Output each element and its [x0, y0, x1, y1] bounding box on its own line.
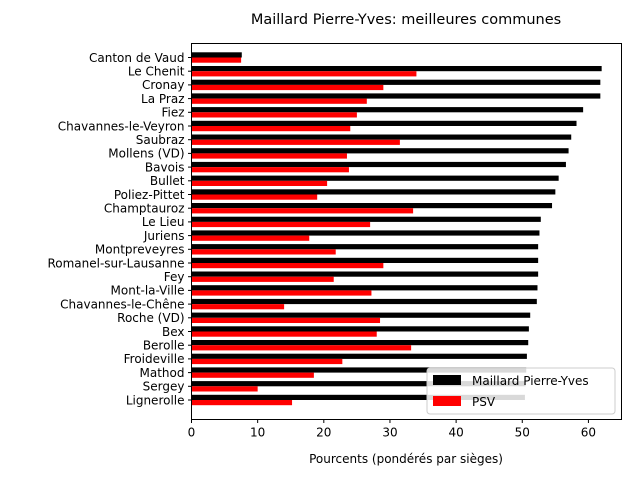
y-tick-label-berolle: Berolle — [143, 339, 185, 353]
x-tick-label-50: 50 — [515, 426, 530, 440]
legend-label-psv: PSV — [472, 395, 496, 409]
y-tick-label-la-praz: La Praz — [141, 92, 184, 106]
bar-psv-bex — [191, 331, 377, 337]
bar-maillard-pierre-yves-juriens — [191, 230, 540, 236]
y-tick-label-montpreveyres: Montpreveyres — [95, 243, 185, 257]
bar-psv-cronay — [191, 84, 384, 91]
y-tick-label-bex: Bex — [162, 325, 185, 339]
plot-frame — [191, 43, 622, 420]
y-tick-label-mathod: Mathod — [140, 366, 185, 380]
y-tick-label-juriens: Juriens — [143, 229, 185, 243]
bar-psv-fey — [191, 276, 334, 282]
y-tick-label-poliez-pittet: Poliez-Pittet — [114, 188, 185, 202]
legend-swatch-psv — [433, 396, 461, 406]
bar-psv-mollens-vd — [191, 153, 347, 159]
x-tick-label-30: 30 — [382, 426, 397, 440]
bar-psv-mont-la-ville — [191, 290, 372, 296]
legend-box — [426, 367, 616, 415]
bar-maillard-pierre-yves-cronay — [191, 79, 601, 85]
legend-swatch-maillard — [433, 375, 461, 385]
y-tick-label-chavannes-le-veyron: Chavannes-le-Veyron — [58, 119, 185, 133]
x-tick-label-60: 60 — [581, 426, 596, 440]
bar-maillard-pierre-yves-fiez — [191, 107, 584, 113]
bar-psv-chavannes-le-chene — [191, 304, 285, 310]
bar-maillard-pierre-yves-bullet — [191, 175, 559, 181]
y-tick-label-fiez: Fiez — [161, 106, 184, 120]
bar-psv-saubraz — [191, 139, 400, 145]
bar-maillard-pierre-yves-chavannes-le-chene — [191, 298, 537, 305]
x-tick-label-10: 10 — [250, 426, 265, 440]
bar-psv-poliez-pittet — [191, 194, 318, 200]
bar-maillard-pierre-yves-poliez-pittet — [191, 189, 556, 195]
bar-maillard-pierre-yves-sergey — [191, 381, 526, 387]
legend-label-maillard: Maillard Pierre-Yves — [472, 374, 589, 388]
bar-maillard-pierre-yves-montpreveyres — [191, 244, 539, 250]
bar-maillard-pierre-yves-froideville — [191, 353, 527, 359]
y-tick-label-sergey: Sergey — [143, 380, 185, 394]
bar-maillard-pierre-yves-chavannes-le-veyron — [191, 120, 577, 126]
y-tick-label-fey: Fey — [164, 270, 185, 284]
bar-psv-romanel-sur-lausanne — [191, 263, 384, 269]
x-tick-label-0: 0 — [188, 426, 196, 440]
bar-psv-roche-vd — [191, 317, 381, 323]
bar-psv-bavois — [191, 167, 349, 173]
bar-psv-canton-de-vaud — [191, 57, 242, 63]
chart-title: Maillard Pierre-Yves: meilleures commune… — [251, 12, 561, 28]
bar-psv-juriens — [191, 235, 310, 241]
y-tick-label-chavannes-le-chene: Chavannes-le-Chêne — [60, 297, 184, 311]
bar-maillard-pierre-yves-fey — [191, 271, 539, 277]
bar-maillard-pierre-yves-canton-de-vaud — [191, 52, 242, 58]
y-tick-label-mont-la-ville: Mont-la-Ville — [111, 284, 185, 298]
bar-psv-le-chenit — [191, 71, 417, 77]
y-tick-label-saubraz: Saubraz — [136, 133, 185, 147]
bar-maillard-pierre-yves-bavois — [191, 161, 566, 168]
bar-psv-fiez — [191, 112, 357, 118]
bar-maillard-pierre-yves-champtauroz — [191, 203, 553, 209]
bar-psv-lignerolle — [191, 400, 293, 406]
bar-maillard-pierre-yves-romanel-sur-lausanne — [191, 257, 539, 263]
y-tick-label-lignerolle: Lignerolle — [126, 393, 185, 407]
y-tick-label-romanel-sur-lausanne: Romanel-sur-Lausanne — [47, 256, 184, 270]
x-tick-label-40: 40 — [448, 426, 463, 440]
x-axis-title: Pourcents (pondérés par sièges) — [309, 452, 503, 466]
bar-maillard-pierre-yves-le-chenit — [191, 66, 602, 72]
bar-psv-froideville — [191, 358, 343, 365]
bar-maillard-pierre-yves-mont-la-ville — [191, 285, 538, 291]
bar-maillard-pierre-yves-le-lieu — [191, 216, 541, 222]
y-tick-label-le-chenit: Le Chenit — [128, 65, 185, 79]
x-tick-label-20: 20 — [316, 426, 331, 440]
bar-psv-montpreveyres — [191, 249, 336, 255]
bar-psv-sergey — [191, 386, 258, 392]
y-tick-label-cronay: Cronay — [142, 78, 184, 92]
bar-psv-la-praz — [191, 98, 367, 104]
bar-maillard-pierre-yves-mollens-vd — [191, 148, 569, 154]
y-tick-label-le-lieu: Le Lieu — [142, 215, 185, 229]
bar-maillard-pierre-yves-bex — [191, 326, 529, 332]
bar-psv-chavannes-le-veyron — [191, 126, 351, 132]
legend: Maillard Pierre-Yves PSV — [426, 367, 616, 415]
bar-maillard-pierre-yves-la-praz — [191, 93, 601, 99]
bar-psv-champtauroz — [191, 208, 414, 214]
bar-maillard-pierre-yves-roche-vd — [191, 312, 531, 318]
bar-maillard-pierre-yves-saubraz — [191, 134, 572, 140]
x-axis: 0 10 20 30 40 50 60 — [188, 419, 596, 440]
bar-psv-berolle — [191, 345, 412, 351]
bar-maillard-pierre-yves-mathod — [191, 367, 527, 373]
bar-maillard-pierre-yves-lignerolle — [191, 394, 525, 400]
y-tick-label-bullet: Bullet — [150, 174, 185, 188]
plot-area — [191, 52, 602, 406]
bar-psv-mathod — [191, 372, 314, 378]
bar-maillard-pierre-yves-berolle — [191, 340, 529, 346]
y-tick-label-champtauroz: Champtauroz — [104, 202, 185, 216]
bar-psv-bullet — [191, 180, 328, 186]
y-tick-label-froideville: Froideville — [124, 352, 185, 366]
bar-psv-le-lieu — [191, 221, 371, 228]
y-tick-label-bavois: Bavois — [145, 160, 185, 174]
y-tick-label-roche-vd: Roche (VD) — [117, 311, 184, 325]
y-tick-label-canton-de-vaud: Canton de Vaud — [89, 51, 184, 65]
y-tick-label-mollens-vd: Mollens (VD) — [108, 147, 184, 161]
